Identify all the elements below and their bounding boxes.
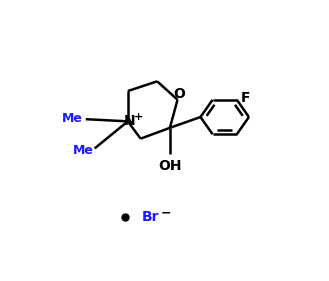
Text: Br: Br (142, 210, 159, 224)
Text: O: O (173, 87, 185, 101)
Text: F: F (240, 90, 250, 105)
Text: +: + (134, 112, 143, 123)
Text: Me: Me (62, 112, 83, 124)
Text: Me: Me (72, 144, 93, 157)
Text: −: − (161, 207, 171, 220)
Text: OH: OH (158, 159, 182, 173)
Text: N: N (123, 114, 135, 128)
